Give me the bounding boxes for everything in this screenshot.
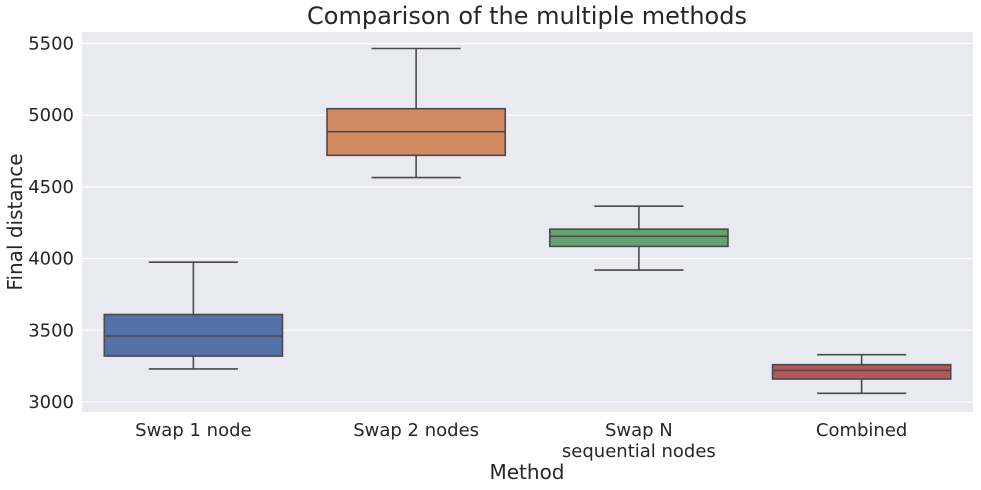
boxes [103, 47, 952, 395]
chart-title: Comparison of the multiple methods [307, 2, 747, 30]
box-group [326, 47, 507, 179]
x-tick-labels: Swap 1 node Swap 2 nodes Swap Nsequential … [135, 420, 907, 462]
x-tick-label: sequential nodes [562, 441, 716, 462]
iqr-box [771, 363, 952, 380]
y-tick-label: 5000 [28, 105, 74, 126]
y-tick-label: 3000 [28, 392, 74, 413]
y-tick-label: 4000 [28, 249, 74, 270]
y-tick-label: 3500 [28, 320, 74, 341]
box-group [771, 353, 952, 395]
box-group [548, 205, 729, 271]
x-tick-label: Swap 1 node [135, 420, 251, 441]
y-tick-labels: 3000 3500 4000 4500 5000 5500 [28, 33, 74, 412]
x-tick-label: Combined [816, 420, 907, 441]
y-axis-label: Final distance [3, 153, 27, 290]
y-tick-label: 5500 [28, 33, 74, 54]
iqr-box [548, 228, 729, 248]
x-tick-label: Swap 2 nodes [353, 420, 479, 441]
y-tick-label: 4500 [28, 177, 74, 198]
x-tick-label: Swap N [605, 420, 673, 441]
x-axis-label: Method [489, 460, 564, 484]
box-group [103, 261, 284, 370]
